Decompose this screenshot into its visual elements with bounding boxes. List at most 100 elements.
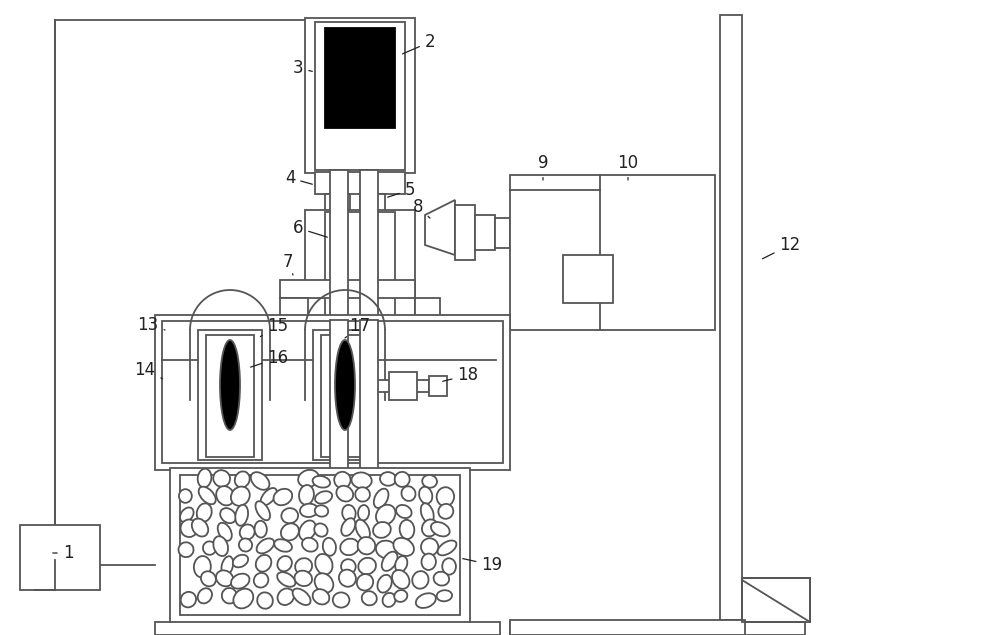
Ellipse shape xyxy=(235,505,248,526)
Ellipse shape xyxy=(412,571,429,589)
Bar xyxy=(495,218,510,248)
Ellipse shape xyxy=(194,556,211,577)
Bar xyxy=(563,255,613,303)
Bar xyxy=(170,468,470,623)
Ellipse shape xyxy=(201,572,216,586)
Text: 7: 7 xyxy=(283,253,293,275)
Ellipse shape xyxy=(416,593,436,608)
Ellipse shape xyxy=(220,508,236,523)
Bar xyxy=(330,320,348,475)
Ellipse shape xyxy=(298,470,319,487)
Bar xyxy=(510,622,805,635)
Ellipse shape xyxy=(256,555,271,572)
Text: 6: 6 xyxy=(293,219,327,237)
Ellipse shape xyxy=(356,519,370,540)
Ellipse shape xyxy=(340,538,359,555)
Ellipse shape xyxy=(255,501,270,520)
Ellipse shape xyxy=(313,476,330,488)
Text: 2: 2 xyxy=(403,33,435,54)
Bar xyxy=(720,620,742,635)
Ellipse shape xyxy=(394,590,407,602)
Ellipse shape xyxy=(421,554,436,570)
Ellipse shape xyxy=(178,542,194,557)
Ellipse shape xyxy=(315,554,333,575)
Ellipse shape xyxy=(274,539,292,552)
Ellipse shape xyxy=(198,588,212,603)
Bar xyxy=(510,620,745,635)
Bar xyxy=(325,28,395,128)
Ellipse shape xyxy=(257,538,274,553)
Ellipse shape xyxy=(213,536,228,556)
Bar xyxy=(305,18,415,173)
Text: 1: 1 xyxy=(53,544,73,562)
Ellipse shape xyxy=(281,523,299,540)
Ellipse shape xyxy=(339,570,356,587)
Ellipse shape xyxy=(333,592,349,608)
Bar xyxy=(360,170,378,380)
Bar xyxy=(313,330,377,460)
Ellipse shape xyxy=(437,590,452,601)
Ellipse shape xyxy=(323,538,336,556)
Ellipse shape xyxy=(314,523,328,537)
Ellipse shape xyxy=(251,472,269,490)
Bar xyxy=(360,320,378,475)
Ellipse shape xyxy=(293,589,311,605)
Ellipse shape xyxy=(302,538,318,552)
Ellipse shape xyxy=(255,521,267,538)
Ellipse shape xyxy=(199,486,216,504)
Bar xyxy=(155,315,510,470)
Ellipse shape xyxy=(315,491,332,504)
Ellipse shape xyxy=(216,486,234,505)
Ellipse shape xyxy=(438,504,453,519)
Ellipse shape xyxy=(422,519,438,537)
Ellipse shape xyxy=(380,472,396,486)
Bar xyxy=(720,15,742,622)
Text: 10: 10 xyxy=(617,154,639,180)
Text: 18: 18 xyxy=(443,366,479,384)
Ellipse shape xyxy=(261,488,277,505)
Ellipse shape xyxy=(401,486,416,501)
Bar xyxy=(280,280,415,298)
Ellipse shape xyxy=(213,470,230,487)
Ellipse shape xyxy=(299,485,314,505)
Ellipse shape xyxy=(341,559,356,574)
Ellipse shape xyxy=(179,489,192,503)
Ellipse shape xyxy=(235,471,250,488)
Bar xyxy=(325,212,395,320)
Ellipse shape xyxy=(376,505,395,525)
Text: 13: 13 xyxy=(137,316,165,334)
Ellipse shape xyxy=(240,525,255,540)
Ellipse shape xyxy=(315,505,328,517)
Bar xyxy=(280,298,308,328)
Ellipse shape xyxy=(400,520,414,539)
Ellipse shape xyxy=(295,558,312,575)
Ellipse shape xyxy=(181,519,198,537)
Ellipse shape xyxy=(203,542,216,555)
Ellipse shape xyxy=(438,540,456,556)
Ellipse shape xyxy=(281,508,298,523)
Ellipse shape xyxy=(181,592,196,607)
Ellipse shape xyxy=(313,589,329,605)
Text: 9: 9 xyxy=(538,154,548,180)
Ellipse shape xyxy=(419,487,432,504)
Polygon shape xyxy=(425,200,455,255)
Text: 12: 12 xyxy=(762,236,801,258)
Ellipse shape xyxy=(341,518,355,536)
Ellipse shape xyxy=(383,593,396,607)
Ellipse shape xyxy=(395,556,407,572)
Ellipse shape xyxy=(442,558,456,575)
Bar xyxy=(162,321,503,463)
Ellipse shape xyxy=(351,472,372,488)
Bar xyxy=(742,578,810,622)
Text: 19: 19 xyxy=(463,556,503,574)
Ellipse shape xyxy=(220,340,240,430)
Ellipse shape xyxy=(437,487,454,506)
Ellipse shape xyxy=(393,538,414,556)
Bar xyxy=(206,335,254,457)
Bar xyxy=(198,330,262,460)
Ellipse shape xyxy=(300,504,318,517)
Bar xyxy=(180,475,460,615)
Text: 14: 14 xyxy=(134,361,163,379)
Ellipse shape xyxy=(434,572,449,585)
Ellipse shape xyxy=(180,507,194,522)
